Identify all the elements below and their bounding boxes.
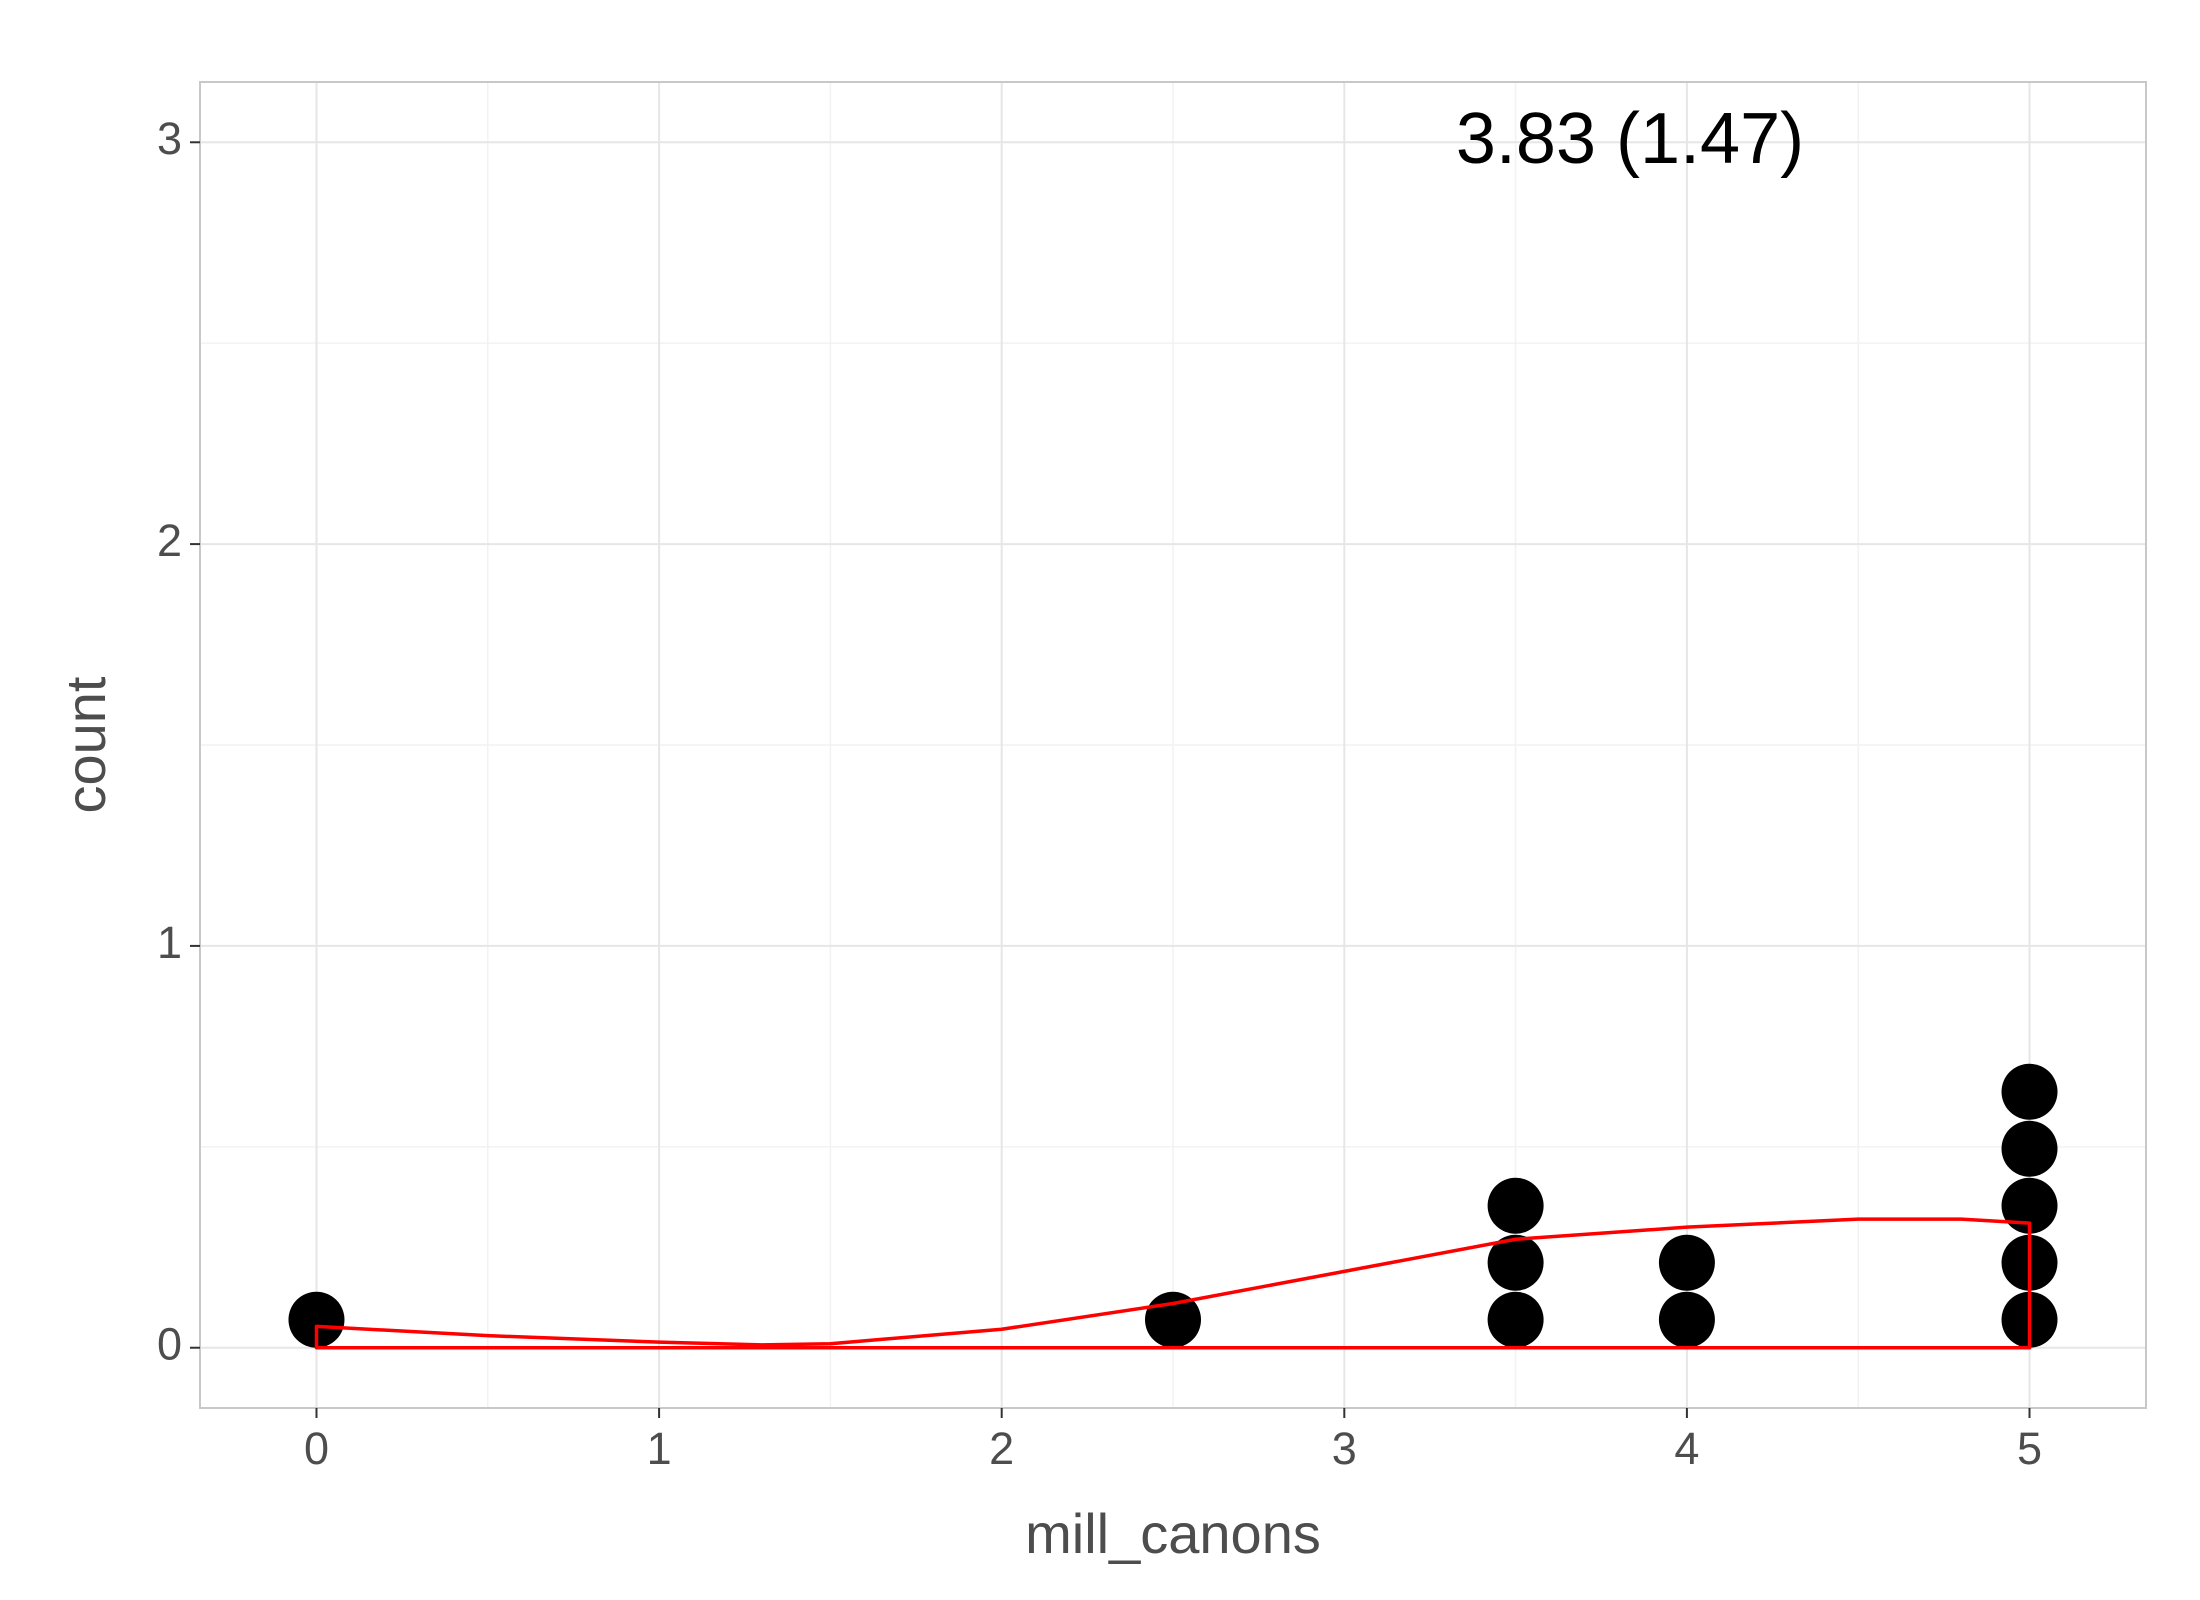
dot [1658, 1234, 1715, 1291]
x-tick-label: 5 [2017, 1423, 2042, 1474]
x-tick-label: 3 [1332, 1423, 1357, 1474]
dot [1658, 1291, 1715, 1348]
x-tick-label: 0 [304, 1423, 329, 1474]
dot [288, 1291, 345, 1348]
x-tick-label: 4 [1674, 1423, 1699, 1474]
density-curve [314, 1217, 2032, 1350]
dot [1487, 1234, 1544, 1291]
x-axis-title: mill_canons [1025, 1502, 1321, 1565]
dot [2001, 1120, 2058, 1177]
y-axis-title: count [54, 676, 117, 813]
y-tick-label: 1 [157, 917, 182, 968]
dot [1487, 1291, 1544, 1348]
dot [2001, 1177, 2058, 1234]
y-tick-label: 3 [157, 113, 182, 164]
dot [2001, 1063, 2058, 1120]
annotation: 3.83 (1.47) [1456, 99, 1804, 179]
x-tick-label: 2 [989, 1423, 1014, 1474]
x-tick-label: 1 [647, 1423, 672, 1474]
y-tick-label: 2 [157, 515, 182, 566]
y-tick-label: 0 [157, 1319, 182, 1370]
marks [288, 1063, 2058, 1350]
dot [1487, 1177, 1544, 1234]
panel-border [199, 81, 2147, 1409]
